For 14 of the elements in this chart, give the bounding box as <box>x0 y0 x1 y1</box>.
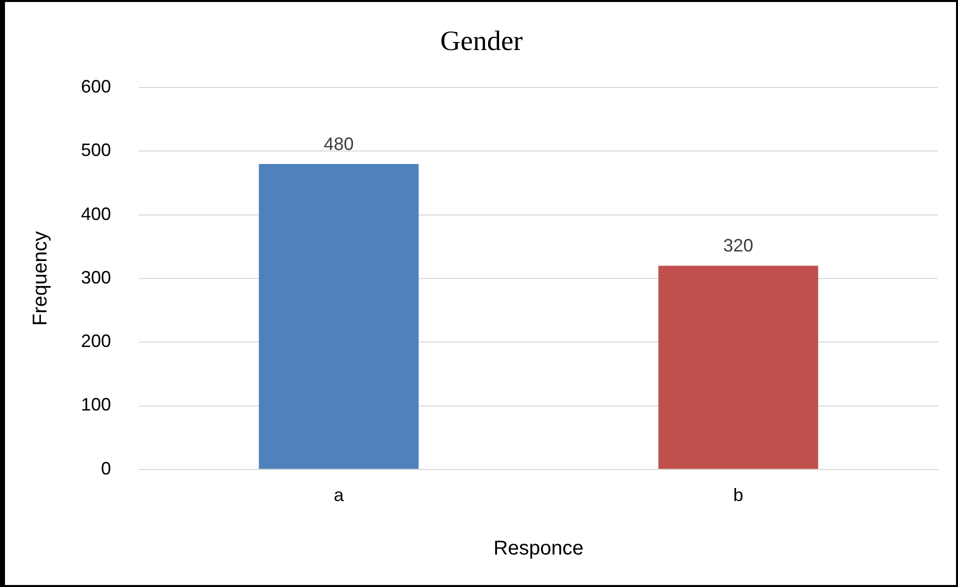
x-tick-label: b <box>733 485 744 506</box>
y-tick-label: 0 <box>101 458 112 478</box>
y-tick-label: 300 <box>80 267 112 288</box>
y-axis-title: Frequency <box>30 231 52 326</box>
y-tick-label: 400 <box>80 204 112 224</box>
y-tick-label: 100 <box>80 394 112 415</box>
x-axis-title: Responce <box>493 538 584 560</box>
chart-title: Gender <box>440 26 524 58</box>
data-label: 320 <box>723 236 754 256</box>
y-tick-label: 500 <box>80 140 112 160</box>
y-tick-label: 600 <box>80 76 112 97</box>
x-tick-label: a <box>334 485 345 506</box>
y-tick-label: 200 <box>80 331 112 352</box>
data-label: 480 <box>324 134 354 154</box>
